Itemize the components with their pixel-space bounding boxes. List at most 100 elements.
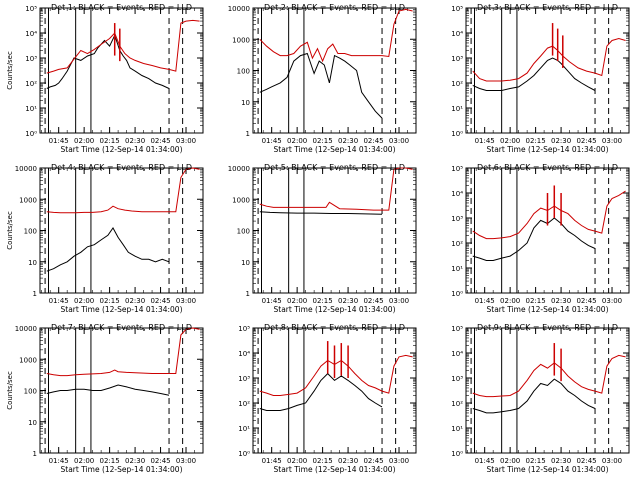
chart-title: Det 2: BLACK = Events, RED = LLD <box>264 3 405 12</box>
y-tick-label: 10⁵ <box>25 5 37 13</box>
plot-frame <box>465 327 630 454</box>
x-tick-label: 02:15 <box>100 137 120 145</box>
x-tick-label: 02:30 <box>338 457 358 465</box>
lld-series-line <box>46 167 200 214</box>
x-tick-label: 02:00 <box>74 297 94 305</box>
events-series-line <box>472 57 596 91</box>
lld-series-line <box>259 167 413 211</box>
x-axis-label: Start Time (12-Sep-14 01:34:00) <box>274 305 396 314</box>
x-axis-label: Start Time (12-Sep-14 01:34:00) <box>61 305 183 314</box>
y-tick-label: 10³ <box>451 215 463 223</box>
y-tick-label: 10 <box>28 259 37 267</box>
chart-title: Det 6: BLACK = Events, RED = LLD <box>477 163 618 172</box>
y-tick-label: 10¹ <box>25 105 37 113</box>
x-axis-label: Start Time (12-Sep-14 01:34:00) <box>487 465 609 474</box>
x-tick-label: 03:00 <box>389 297 409 305</box>
x-tick-label: 03:00 <box>176 457 196 465</box>
y-tick-label: 10⁵ <box>451 165 463 173</box>
y-tick-label: 1000 <box>232 36 250 44</box>
chart-title: Det 8: BLACK = Events, RED = LLD <box>264 323 405 332</box>
lld-series-line <box>46 327 200 377</box>
x-axis-label: Start Time (12-Sep-14 01:34:00) <box>274 465 396 474</box>
x-tick-label: 01:45 <box>262 137 282 145</box>
chart-panel-7: 1 10 100 1000 10000 01:45 02:00 02:15 02:30 02:45… <box>6 323 204 474</box>
chart-panel-8: 10⁰ 10¹ 10² 10³ 10⁴ 10⁵ 01:45 02:00 02:15 02:30 02… <box>238 323 417 474</box>
lld-series-line <box>46 19 200 74</box>
y-tick-label: 10⁰ <box>451 450 463 458</box>
chart-panel-4: 1 10 100 1000 10000 01:45 02:00 02:15 02:30 02:45… <box>6 163 204 314</box>
y-tick-label: 10³ <box>238 375 250 383</box>
x-tick-label: 02:45 <box>363 457 383 465</box>
x-axis-label: Start Time (12-Sep-14 01:34:00) <box>487 145 609 154</box>
y-tick-label: 10⁴ <box>451 30 463 38</box>
y-tick-label: 10³ <box>25 55 37 63</box>
y-tick-label: 100 <box>237 228 250 236</box>
events-series-line <box>472 217 596 261</box>
y-tick-label: 10⁵ <box>451 325 463 333</box>
lld-series-line <box>472 354 626 398</box>
events-series-line <box>46 384 170 396</box>
x-tick-label: 02:00 <box>287 457 307 465</box>
chart-title: Det 9: BLACK = Events, RED = LLD <box>477 323 618 332</box>
y-tick-label: 10⁵ <box>451 5 463 13</box>
x-tick-label: 02:15 <box>100 457 120 465</box>
x-tick-label: 02:45 <box>150 457 170 465</box>
plot-frame <box>39 7 204 134</box>
y-tick-label: 10⁰ <box>451 130 463 138</box>
y-axis-label: Counts/sec <box>6 211 14 250</box>
chart-title: Det 3: BLACK = Events, RED = LLD <box>477 3 618 12</box>
y-tick-label: 1000 <box>19 196 37 204</box>
x-tick-label: 01:45 <box>475 137 495 145</box>
y-tick-label: 10² <box>451 240 463 248</box>
x-tick-label: 01:45 <box>49 137 69 145</box>
y-tick-label: 10¹ <box>451 425 463 433</box>
chart-title: Det 5: BLACK = Events, RED = LLD <box>264 163 405 172</box>
x-axis-label: Start Time (12-Sep-14 01:34:00) <box>61 465 183 474</box>
y-tick-label: 10¹ <box>451 265 463 273</box>
x-axis-label: Start Time (12-Sep-14 01:34:00) <box>61 145 183 154</box>
x-tick-label: 03:00 <box>602 457 622 465</box>
x-tick-label: 02:45 <box>576 297 596 305</box>
y-tick-label: 1 <box>246 130 250 138</box>
y-tick-label: 10² <box>238 400 250 408</box>
events-series-line <box>259 52 383 119</box>
y-axis-label: Counts/sec <box>6 371 14 410</box>
x-axis-label: Start Time (12-Sep-14 01:34:00) <box>487 305 609 314</box>
plot-frame <box>252 7 417 134</box>
y-tick-label: 1 <box>33 290 37 298</box>
x-tick-label: 03:00 <box>176 297 196 305</box>
x-tick-label: 02:30 <box>125 297 145 305</box>
y-tick-label: 10000 <box>228 165 250 173</box>
x-tick-label: 02:15 <box>313 297 333 305</box>
y-tick-label: 100 <box>24 228 37 236</box>
y-tick-label: 10⁴ <box>25 30 37 38</box>
lld-series-line <box>259 8 413 63</box>
x-tick-label: 02:00 <box>74 137 94 145</box>
y-tick-label: 10000 <box>15 165 37 173</box>
y-tick-label: 10³ <box>451 375 463 383</box>
chart-panel-9: 10⁰ 10¹ 10² 10³ 10⁴ 10⁵ 01:45 02:00 02:15 02:30 02… <box>451 323 630 474</box>
y-axis-label: Counts/sec <box>6 51 14 90</box>
y-tick-label: 10000 <box>15 325 37 333</box>
plot-frame <box>465 167 630 294</box>
chart-panel-6: 10⁰ 10¹ 10² 10³ 10⁴ 10⁵ 01:45 02:00 02:15 02:30 02… <box>451 163 630 314</box>
x-tick-label: 02:30 <box>125 137 145 145</box>
x-tick-label: 02:45 <box>363 137 383 145</box>
x-tick-label: 02:00 <box>500 457 520 465</box>
x-tick-label: 02:15 <box>313 137 333 145</box>
y-tick-label: 10⁴ <box>451 190 463 198</box>
y-tick-label: 10⁴ <box>451 350 463 358</box>
y-tick-label: 10⁰ <box>451 290 463 298</box>
x-tick-label: 02:00 <box>287 137 307 145</box>
y-tick-label: 10⁰ <box>238 450 250 458</box>
chart-title: Det 7: BLACK = Events, RED = LLD <box>51 323 192 332</box>
y-tick-label: 100 <box>237 68 250 76</box>
y-tick-label: 100 <box>24 388 37 396</box>
x-axis-label: Start Time (12-Sep-14 01:34:00) <box>274 145 396 154</box>
plot-frame <box>252 327 417 454</box>
lld-series-line <box>259 354 413 396</box>
y-tick-label: 10⁵ <box>238 325 250 333</box>
y-tick-label: 10 <box>241 259 250 267</box>
x-tick-label: 02:15 <box>526 457 546 465</box>
